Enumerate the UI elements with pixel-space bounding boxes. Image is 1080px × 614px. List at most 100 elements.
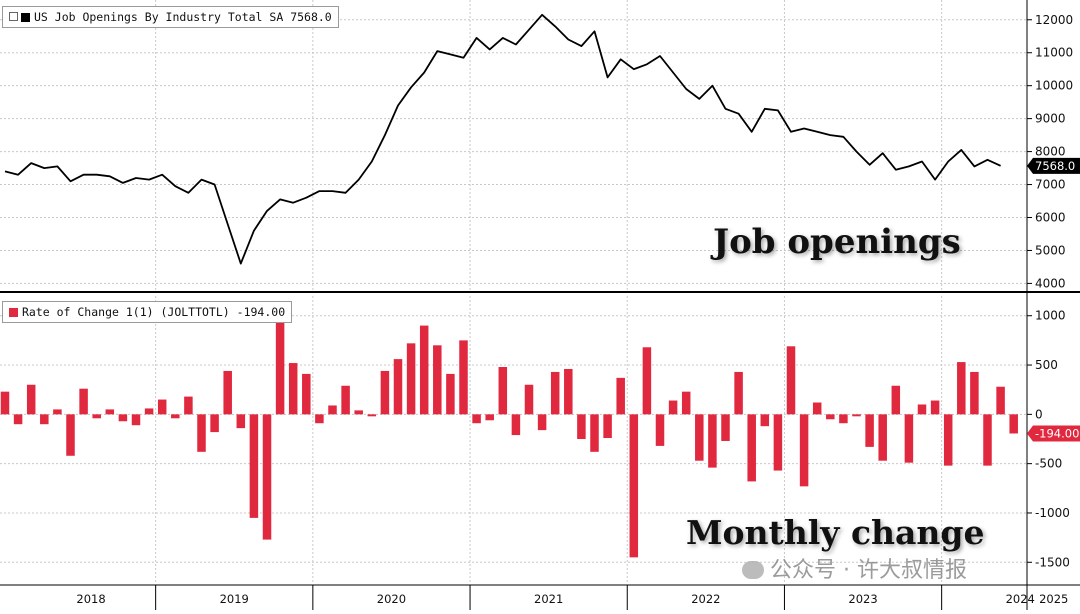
bar <box>40 414 49 425</box>
bar <box>446 373 455 415</box>
bar <box>118 414 128 422</box>
bar <box>603 414 612 439</box>
bar <box>393 359 403 415</box>
bar <box>590 414 599 452</box>
bar <box>262 414 272 540</box>
bar <box>79 388 88 415</box>
y-tick-label: 7000 <box>1035 178 1066 192</box>
bar <box>92 414 101 419</box>
last-value-badge-bar-text: -194.00 <box>1035 426 1079 440</box>
x-tick-label: 2018 <box>76 592 105 606</box>
bar <box>105 409 115 415</box>
y-tick-label: 6000 <box>1035 211 1066 225</box>
bar <box>524 384 534 415</box>
bar <box>917 404 927 415</box>
legend-job-openings[interactable]: US Job Openings By Industry Total SA 756… <box>2 6 339 28</box>
bar <box>799 414 809 487</box>
legend-rate-of-change[interactable]: Rate of Change 1(1) (JOLTTOTL) -194.00 <box>2 301 293 323</box>
bar <box>26 384 36 415</box>
bar <box>184 396 193 415</box>
bar <box>616 377 625 415</box>
bar <box>681 391 691 415</box>
bar <box>852 414 861 417</box>
watermark-text: 公众号 · 许大叔情报 <box>742 552 967 584</box>
series-line-job-openings <box>4 13 1001 265</box>
bar <box>957 362 966 415</box>
y-tick-label: 5000 <box>1035 243 1066 257</box>
legend-value: -194.00 <box>236 305 286 319</box>
bar <box>53 409 62 415</box>
bar <box>839 414 848 424</box>
bar <box>577 414 586 439</box>
bar <box>1009 414 1018 434</box>
bar <box>498 367 508 415</box>
bar <box>695 414 704 461</box>
bar <box>341 385 350 415</box>
x-tick-label: 2020 <box>377 592 406 606</box>
bar <box>747 414 756 482</box>
bar <box>485 414 494 421</box>
bar <box>144 408 154 415</box>
x-tick-label: 2023 <box>848 592 877 606</box>
legend-toggle-icon[interactable] <box>9 12 18 21</box>
bar <box>812 402 822 415</box>
bar <box>891 385 901 415</box>
y-tick-label: 1000 <box>1035 309 1066 323</box>
bar <box>459 340 468 415</box>
bar <box>826 414 835 420</box>
y-tick-label: -500 <box>1035 457 1062 471</box>
last-value-badge-bar: -194.00 <box>1027 425 1080 442</box>
legend-label: Rate of Change 1(1) (JOLTTOTL) <box>22 305 230 319</box>
bar <box>708 414 717 468</box>
bar <box>249 414 259 518</box>
bar <box>433 345 442 415</box>
bar <box>210 414 219 433</box>
bar <box>367 414 377 417</box>
last-value-badge-line: 7568.0 <box>1027 157 1080 174</box>
x-tick-label: 2024 <box>1006 592 1035 606</box>
bar <box>472 414 481 424</box>
bar <box>537 414 547 431</box>
y-tick-label: 12000 <box>1035 13 1073 27</box>
bar <box>773 414 783 471</box>
bar <box>564 368 573 415</box>
bar <box>721 414 730 441</box>
x-tick-label: 2022 <box>691 592 720 606</box>
y-tick-label: -1500 <box>1035 555 1070 569</box>
y-tick-label: 500 <box>1035 358 1058 372</box>
last-value-badge-line-shape <box>1027 157 1080 174</box>
y-tick-label: -1000 <box>1035 506 1070 520</box>
bar <box>550 371 560 415</box>
legend-swatch-line <box>21 13 30 22</box>
bar <box>642 347 652 415</box>
bar <box>354 410 363 415</box>
wechat-icon <box>742 561 764 579</box>
bar <box>197 414 206 452</box>
bar <box>157 399 167 415</box>
legend-value: 7568.0 <box>290 10 332 24</box>
bar <box>668 400 678 415</box>
bar <box>511 414 521 436</box>
bar <box>904 414 914 463</box>
annotation-job-openings: Job openings <box>713 222 961 262</box>
bar <box>275 316 285 415</box>
bar <box>171 414 180 419</box>
bar <box>0 391 10 415</box>
bar <box>406 343 416 415</box>
y-tick-label: 9000 <box>1035 112 1066 126</box>
bar <box>13 414 23 425</box>
bar <box>983 414 992 466</box>
legend-swatch-bar <box>9 308 18 317</box>
bar <box>943 414 953 466</box>
y-tick-label: 8000 <box>1035 145 1066 159</box>
annotation-monthly-change: Monthly change <box>686 513 985 552</box>
bar <box>996 386 1005 415</box>
bar <box>629 414 639 558</box>
x-tick-label: 2019 <box>220 592 249 606</box>
bar <box>930 400 940 415</box>
bar <box>419 325 429 415</box>
y-tick-label: 11000 <box>1035 46 1073 60</box>
bar <box>66 414 75 456</box>
